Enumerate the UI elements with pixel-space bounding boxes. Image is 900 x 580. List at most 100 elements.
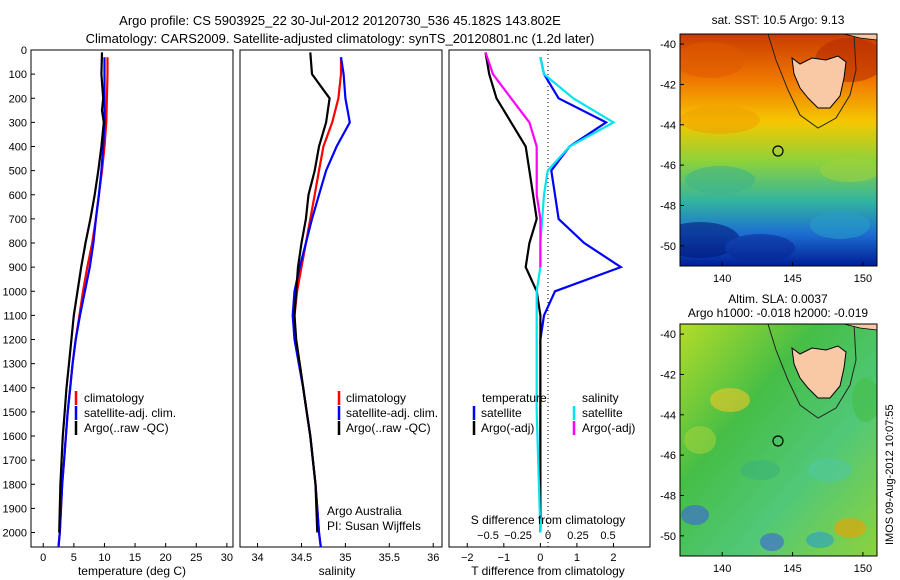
series-line-satellite bbox=[535, 56, 616, 533]
depth-tick-label: 700 bbox=[9, 214, 27, 226]
sst-texture bbox=[680, 38, 877, 262]
legend-label-argo: Argo(..raw -QC) bbox=[84, 421, 169, 435]
x-tick-label: 34.5 bbox=[291, 552, 312, 564]
x-tick-label: −2 bbox=[461, 552, 474, 564]
series-line-argo-raw-qc- bbox=[58, 52, 105, 533]
x-tick-label: 20 bbox=[160, 552, 172, 564]
legend-label-climatology: climatology bbox=[84, 391, 144, 405]
salinity-legend: climatology satellite-adj. clim. Argo(..… bbox=[337, 391, 438, 435]
longitude-tick-label: 140 bbox=[713, 273, 731, 285]
series-line-satellite-adj-clim- bbox=[57, 57, 106, 548]
legend-header-temperature: temperature bbox=[482, 391, 547, 405]
temperature-axis-label: temperature (deg C) bbox=[78, 564, 186, 578]
mainland-landmass bbox=[843, 324, 877, 331]
sla-map-title: Altim. SLA: 0.0037 bbox=[728, 292, 828, 306]
tasmania-landmass bbox=[791, 55, 847, 109]
latitude-tick-label: -44 bbox=[660, 410, 676, 422]
difference-panel: −2 −1 0 1 2 −0.5 −0.25 0 0.25 0.5 temperature sa… bbox=[448, 49, 651, 578]
legend-label-satellite: satellite-adj. clim. bbox=[84, 406, 176, 420]
figure-title-line1: Argo profile: CS 5903925_22 30-Jul-2012 … bbox=[119, 13, 561, 28]
pi-label: PI: Susan Wijffels bbox=[327, 519, 421, 533]
latitude-tick-label: -40 bbox=[660, 329, 676, 341]
figure-title-line2: Climatology: CARS2009. Satellite-adjuste… bbox=[86, 31, 595, 46]
depth-tick-label: 300 bbox=[9, 117, 27, 129]
depth-tick-label: 1400 bbox=[3, 383, 27, 395]
salinity-axis-label: salinity bbox=[319, 564, 356, 578]
longitude-tick-label: 145 bbox=[783, 273, 801, 285]
sla-depth-contour bbox=[767, 324, 857, 419]
salinity-series bbox=[291, 52, 351, 548]
latitude-tick-label: -42 bbox=[660, 79, 676, 91]
depth-tick-label: 800 bbox=[9, 238, 27, 250]
depth-tick-label: 1000 bbox=[3, 286, 27, 298]
difference-legend: temperature salinity satellite Argo(-adj… bbox=[472, 391, 635, 435]
sla-texture bbox=[681, 378, 877, 551]
latitude-tick-label: -46 bbox=[660, 450, 676, 462]
sst-map-panel: sat. SST: 10.5 Argo: 9.13 -40-42-44-46-4… bbox=[660, 13, 878, 285]
sst-latitude-labels: -40 -42 -44 -46 -48 -50 bbox=[660, 39, 684, 253]
legend-label-argo: Argo(..raw -QC) bbox=[346, 421, 431, 435]
sla-map-subtitle: Argo h1000: -0.018 h2000: -0.019 bbox=[688, 306, 868, 320]
x-tick-label: 2 bbox=[610, 552, 616, 564]
latitude-tick-label: -48 bbox=[660, 490, 676, 502]
depth-tick-label: 400 bbox=[9, 142, 27, 154]
legend-label-t-argo: Argo(-adj) bbox=[481, 421, 534, 435]
temperature-legend: climatology satellite-adj. clim. Argo(..… bbox=[74, 391, 176, 435]
salinity-panel: 34 34.5 35 35.5 36 climatology satellite-adj… bbox=[239, 49, 443, 578]
x-tick-label: 0 bbox=[40, 552, 46, 564]
series-line-argo-raw-qc- bbox=[293, 52, 331, 533]
series-line-argo-adj- bbox=[484, 52, 542, 268]
depth-tick-label: 2000 bbox=[3, 528, 27, 540]
latitude-tick-label: -48 bbox=[660, 200, 676, 212]
legend-header-salinity: salinity bbox=[582, 391, 619, 405]
x-tick-label: −1 bbox=[498, 552, 511, 564]
s-difference-tick-labels: −0.5 −0.25 0 0.25 0.5 bbox=[477, 530, 616, 542]
depth-tick-label: 1100 bbox=[3, 310, 27, 322]
t-difference-tick-labels: −2 −1 0 1 2 bbox=[461, 543, 617, 564]
latitude-tick-label: -50 bbox=[660, 531, 676, 543]
s-difference-axis-label: S difference from climatology bbox=[471, 513, 626, 527]
depth-tick-label: 200 bbox=[9, 93, 27, 105]
institution-label: Argo Australia bbox=[327, 504, 402, 518]
s-diff-tick-label: 0.5 bbox=[600, 530, 615, 542]
argo-float-marker bbox=[772, 435, 784, 447]
depth-tick-label: 0 bbox=[21, 45, 27, 57]
depth-tick-label: 1800 bbox=[3, 479, 27, 491]
latitude-tick-label: -50 bbox=[660, 241, 676, 253]
tasmania-landmass bbox=[791, 345, 847, 399]
x-tick-label: 15 bbox=[129, 552, 141, 564]
depth-tick-label: 1200 bbox=[3, 335, 27, 347]
s-diff-tick-label: −0.25 bbox=[504, 530, 532, 542]
longitude-tick-label: 140 bbox=[713, 563, 731, 575]
depth-tick-label: 1700 bbox=[3, 455, 27, 467]
legend-label-climatology: climatology bbox=[346, 391, 406, 405]
temperature-series bbox=[57, 52, 109, 548]
sla-latitude-labels: -40 -42 -44 -46 -48 -50 bbox=[660, 329, 684, 543]
depth-tick-label: 100 bbox=[9, 69, 27, 81]
salinity-tick-labels: 34 34.5 35 35.5 36 bbox=[251, 543, 439, 564]
legend-label-satellite: satellite-adj. clim. bbox=[346, 406, 438, 420]
s-diff-tick-label: 0 bbox=[545, 530, 551, 542]
sla-map-frame bbox=[679, 323, 878, 557]
x-tick-label: 34 bbox=[251, 552, 263, 564]
x-tick-label: 1 bbox=[574, 552, 580, 564]
depth-tick-label: 1900 bbox=[3, 503, 27, 515]
difference-series bbox=[484, 52, 624, 533]
latitude-tick-label: -44 bbox=[660, 120, 676, 132]
sst-longitude-labels: 140 145 150 bbox=[713, 262, 872, 285]
latitude-tick-label: -40 bbox=[660, 39, 676, 51]
x-tick-label: 35 bbox=[339, 552, 351, 564]
temperature-panel: 0100200300400500600700800900100011001200… bbox=[3, 45, 453, 578]
salinity-axes-frame bbox=[239, 49, 443, 548]
legend-label-s-argo: Argo(-adj) bbox=[582, 421, 635, 435]
depth-tick-label: 1300 bbox=[3, 359, 27, 371]
t-difference-axis-label: T difference from climatology bbox=[471, 564, 625, 578]
temperature-tick-labels: 0 5 10 15 20 25 30 bbox=[40, 543, 233, 564]
depth-tick-labels: 0 100 200 300 400 500 600 700 800 900 1000 1100 1200… bbox=[3, 45, 453, 540]
legend-label-t-satellite: satellite bbox=[481, 406, 522, 420]
depth-tick-label: 600 bbox=[9, 190, 27, 202]
depth-tick-label: 1500 bbox=[3, 407, 27, 419]
sla-map-panel: Altim. SLA: 0.0037 Argo h1000: -0.018 h2… bbox=[660, 292, 878, 575]
argo-float-marker bbox=[772, 145, 784, 157]
